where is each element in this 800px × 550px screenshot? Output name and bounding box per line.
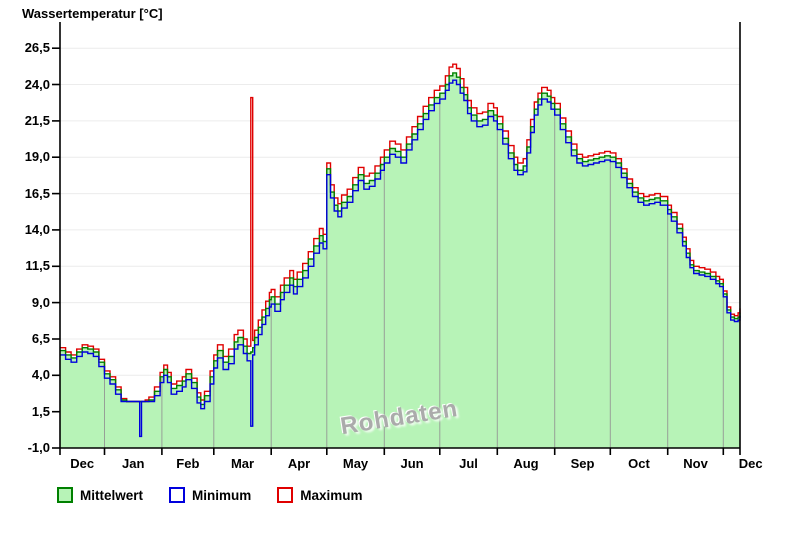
y-tick-label: 6,5 — [31, 330, 50, 346]
x-tick-label: Nov — [683, 456, 708, 471]
legend-item-maximum: Maximum — [277, 487, 363, 503]
x-tick-label: Apr — [287, 456, 311, 471]
mean-area — [60, 72, 740, 449]
min-line — [60, 79, 741, 438]
x-tick-label: Jun — [400, 456, 424, 471]
legend-swatch-maximum — [277, 487, 294, 503]
y-tick-label: 1,5 — [31, 403, 50, 419]
x-tick-label: Jan — [121, 456, 145, 471]
legend-item-minimum: Minimum — [169, 487, 251, 503]
x-tick-label: Mar — [230, 456, 255, 471]
x-tick-label: Sep — [570, 456, 595, 471]
y-tick-label: 19,0 — [24, 149, 50, 165]
x-tick-label: Oct — [628, 456, 650, 471]
y-tick-label: -1,0 — [27, 440, 50, 455]
y-tick-label: 14,0 — [24, 221, 50, 237]
chart-title: Wassertemperatur [°C] — [22, 6, 163, 21]
y-tick-label: 4,0 — [31, 367, 50, 383]
legend-label-mittelwert: Mittelwert — [80, 487, 144, 503]
legend: Mittelwert Minimum Maximum — [57, 487, 389, 503]
y-tick-label: 11,5 — [25, 258, 50, 274]
mean-line — [60, 72, 741, 406]
x-tick-label: Dec — [738, 456, 763, 471]
legend-swatch-mittelwert — [57, 487, 73, 503]
y-tick-label: 9,0 — [31, 294, 50, 310]
legend-label-minimum: Minimum — [192, 487, 252, 503]
x-tick-label: Jul — [459, 456, 478, 471]
y-tick-label: 16,5 — [24, 185, 50, 201]
x-tick-label: Feb — [176, 456, 200, 471]
y-tick-label: 21,5 — [24, 112, 50, 128]
legend-item-mittelwert: Mittelwert — [57, 487, 143, 503]
x-tick-label: Aug — [513, 456, 539, 471]
y-tick-label: 26,5 — [24, 40, 50, 56]
legend-swatch-minimum — [169, 487, 186, 503]
y-tick-label: 24,0 — [24, 76, 50, 92]
x-tick-label: May — [342, 456, 369, 471]
x-tick-label: Dec — [70, 456, 95, 471]
legend-label-maximum: Maximum — [300, 487, 363, 503]
